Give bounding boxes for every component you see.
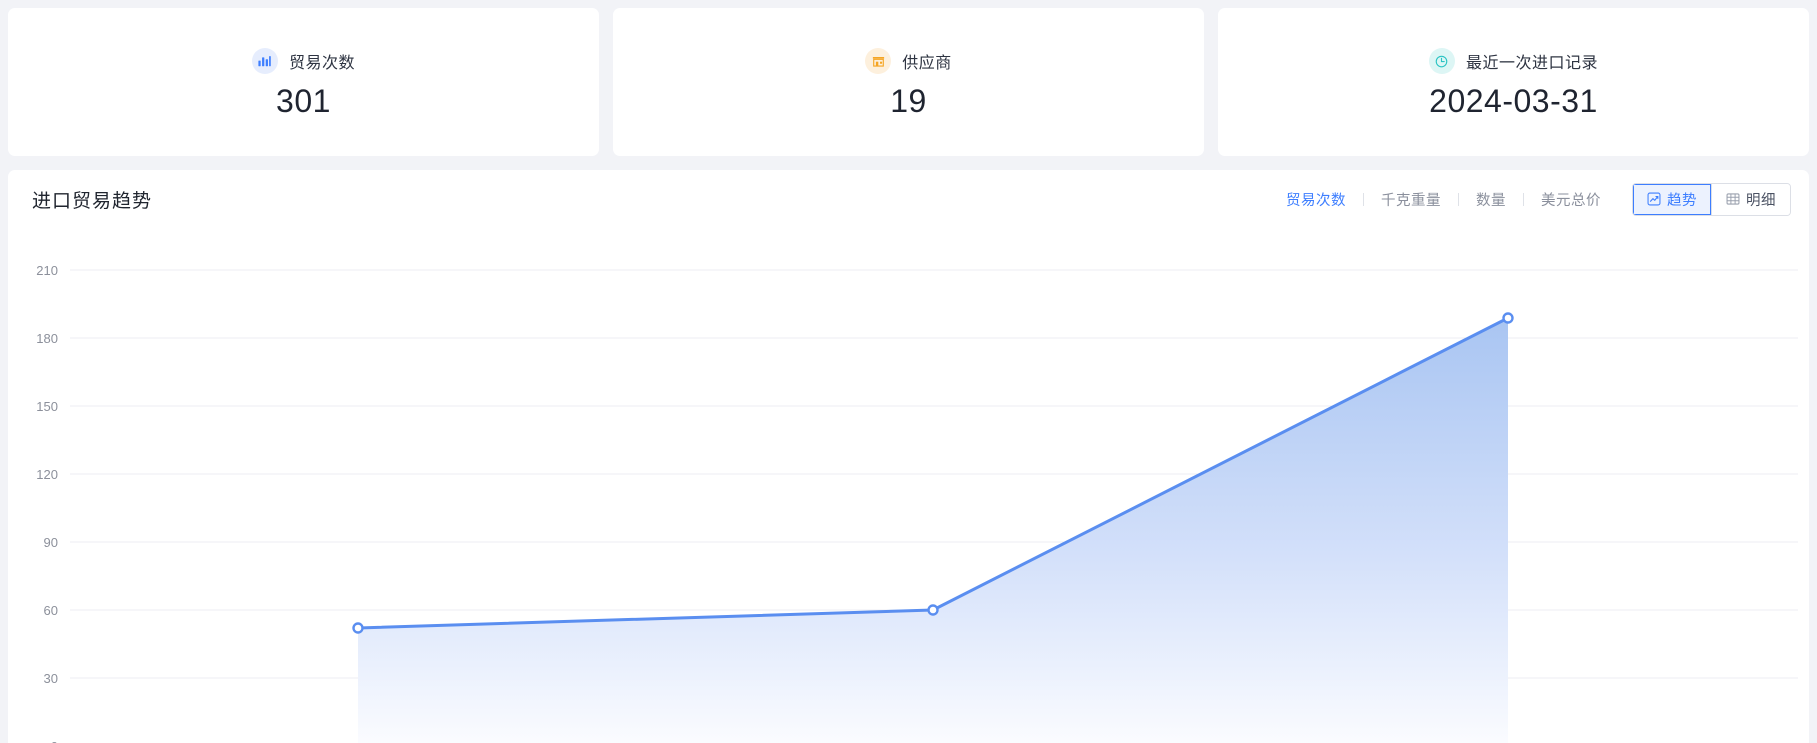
stat-card-row: 贸易次数 301 供应商 19 bbox=[8, 8, 1809, 156]
metric-tab-trade-count[interactable]: 贸易次数 bbox=[1286, 192, 1346, 209]
stat-card-label: 供应商 bbox=[902, 55, 952, 72]
svg-text:150: 150 bbox=[36, 399, 58, 414]
stat-card-value: 19 bbox=[890, 83, 927, 119]
panel-header: 进口贸易趋势 贸易次数 千克重量 数量 美元总价 bbox=[8, 170, 1809, 228]
stat-card-value: 2024-03-31 bbox=[1429, 83, 1598, 119]
chart-canvas: 210 180 150 120 90 60 30 0 bbox=[36, 263, 1798, 743]
stat-card-last-import: 最近一次进口记录 2024-03-31 bbox=[1218, 8, 1809, 156]
view-toggle-trend[interactable]: 趋势 bbox=[1633, 183, 1711, 215]
svg-text:120: 120 bbox=[36, 467, 58, 482]
view-toggle-detail-label: 明细 bbox=[1746, 192, 1776, 209]
stat-card-label: 最近一次进口记录 bbox=[1465, 55, 1598, 72]
metric-tab-kg-weight[interactable]: 千克重量 bbox=[1381, 192, 1441, 209]
stat-card-supplier: 供应商 19 bbox=[613, 8, 1204, 156]
stat-card-header: 最近一次进口记录 bbox=[1428, 48, 1598, 74]
metric-tab-group: 贸易次数 千克重量 数量 美元总价 bbox=[1269, 189, 1618, 210]
data-point-2024-02[interactable] bbox=[927, 604, 939, 616]
svg-text:180: 180 bbox=[36, 331, 58, 346]
divider bbox=[1458, 192, 1459, 206]
svg-text:60: 60 bbox=[44, 603, 58, 618]
svg-text:90: 90 bbox=[44, 535, 58, 550]
trend-chart-icon bbox=[1647, 192, 1661, 206]
trade-trend-panel: 进口贸易趋势 贸易次数 千克重量 数量 美元总价 bbox=[8, 170, 1809, 743]
bar-chart-icon bbox=[251, 48, 278, 74]
svg-text:30: 30 bbox=[44, 671, 58, 686]
divider bbox=[1523, 192, 1524, 206]
page-title: 进口贸易趋势 bbox=[32, 190, 153, 212]
view-toggle-trend-label: 趋势 bbox=[1667, 192, 1697, 209]
view-toggle-group: 趋势 明细 bbox=[1632, 182, 1791, 216]
svg-text:210: 210 bbox=[36, 263, 58, 278]
stat-card-trade-count: 贸易次数 301 bbox=[8, 8, 599, 156]
view-toggle-detail[interactable]: 明细 bbox=[1711, 183, 1790, 215]
data-point-2024-03[interactable] bbox=[1502, 312, 1514, 324]
data-point-2024-01[interactable] bbox=[352, 622, 364, 634]
chart-y-axis-labels: 210 180 150 120 90 60 30 0 bbox=[36, 263, 58, 743]
chart-area-fill bbox=[358, 318, 1508, 743]
trade-trend-chart: 210 180 150 120 90 60 30 0 bbox=[8, 228, 1809, 743]
divider bbox=[1363, 192, 1364, 206]
chart-data-points bbox=[352, 312, 1514, 634]
svg-text:0: 0 bbox=[51, 739, 58, 743]
stat-card-header: 贸易次数 bbox=[251, 48, 355, 74]
stat-card-label: 贸易次数 bbox=[288, 55, 355, 72]
supplier-shop-icon bbox=[865, 48, 892, 74]
stat-card-header: 供应商 bbox=[865, 48, 952, 74]
panel-toolbar: 贸易次数 千克重量 数量 美元总价 bbox=[1269, 182, 1791, 216]
table-grid-icon bbox=[1726, 192, 1740, 206]
stat-card-value: 301 bbox=[276, 83, 331, 119]
clock-icon bbox=[1428, 48, 1455, 74]
metric-tab-quantity[interactable]: 数量 bbox=[1476, 192, 1506, 209]
metric-tab-usd-total[interactable]: 美元总价 bbox=[1541, 192, 1601, 209]
